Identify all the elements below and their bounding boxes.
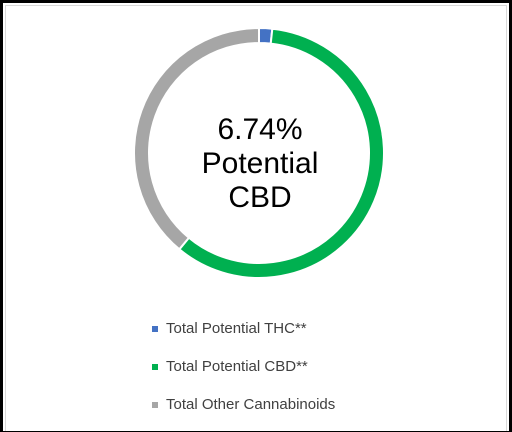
donut-slice-other (133, 26, 260, 251)
donut-slices (133, 26, 385, 279)
center-label: 6.74% Potential CBD (180, 113, 340, 215)
legend-swatch-cbd (152, 364, 158, 370)
chart-panel (3, 3, 509, 431)
center-label-line-1: 6.74% (217, 113, 303, 146)
center-label-line-3: CBD (228, 181, 292, 214)
center-label-line-2: Potential (201, 147, 319, 180)
legend-swatch-other (152, 402, 158, 408)
legend-label-thc: Total Potential THC** (166, 320, 307, 337)
legend-item-cbd: Total Potential CBD** (152, 356, 335, 378)
legend-item-thc: Total Potential THC** (152, 318, 335, 340)
legend-label-cbd: Total Potential CBD** (166, 358, 308, 375)
legend-swatch-thc (152, 326, 158, 332)
legend-label-other: Total Other Cannabinoids (166, 396, 336, 413)
legend-item-other: Total Other Cannabinoids (152, 394, 335, 416)
legend: Total Potential THC** Total Potential CB… (152, 318, 335, 432)
